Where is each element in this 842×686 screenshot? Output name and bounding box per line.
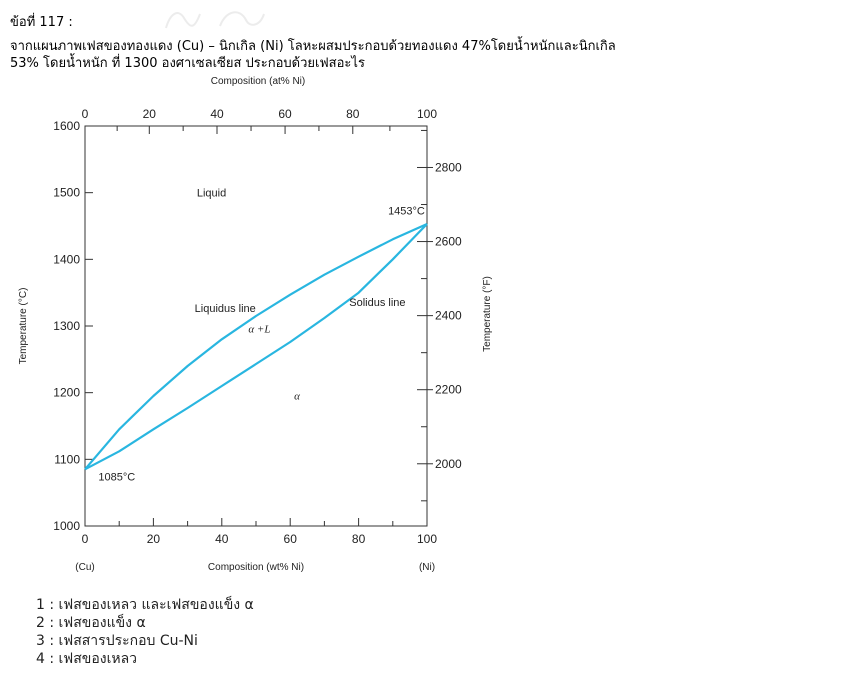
y-tick-label: 1600 [53, 119, 80, 133]
choice-1[interactable]: 1 : เฟสของเหลว และเฟสของแข็ง α [36, 597, 254, 613]
x-end-label-cu: (Cu) [75, 562, 94, 573]
alpha-region-label: α [294, 390, 300, 402]
liquid-region-label: Liquid [197, 188, 226, 200]
cu-ni-phase-diagram: 0 20 40 60 80 100 Composition (wt% Ni) (Cu) (Ni)… [18, 76, 493, 573]
x-tick-label: 20 [147, 532, 161, 546]
solidus-line-label: Solidus line [349, 297, 405, 309]
x-axis-title: Composition (wt% Ni) [208, 562, 304, 573]
ni-melting-point-label: 1453°C [388, 206, 425, 218]
top-tick-label: 0 [82, 107, 89, 121]
solidus-curve [84, 223, 428, 471]
watermark-graphic [165, 11, 265, 29]
question-number: ข้อที่ 117 : [10, 15, 73, 30]
question-line-1: จากแผนภาพเฟสของทองแดง (Cu) – นิกเกิล (Ni… [10, 39, 616, 54]
top-tick-label: 100 [417, 107, 437, 121]
choice-4[interactable]: 4 : เฟสของเหลว [36, 651, 138, 667]
x-tick-label: 80 [352, 532, 366, 546]
y-tick-label: 1100 [54, 452, 80, 466]
y-tick-label: 1400 [53, 252, 80, 266]
question-text: จากแผนภาพเฟสของทองแดง (Cu) – นิกเกิล (Ni… [10, 38, 830, 72]
right-tick-label: 2200 [435, 383, 462, 397]
right-tick-label: 2800 [435, 160, 462, 174]
y-tick-label: 1300 [53, 319, 80, 333]
question-line-2: 53% โดยน้ำหนัก ที่ 1300 องศาเซลเซียส ประ… [10, 56, 365, 71]
x-end-label-ni: (Ni) [419, 562, 435, 573]
y-tick-label: 1500 [53, 186, 80, 200]
y-tick-label: 1200 [53, 386, 80, 400]
x-tick-label: 40 [215, 532, 229, 546]
right-tick-label: 2400 [435, 309, 462, 323]
top-tick-label: 60 [278, 107, 292, 121]
top-tick-label: 20 [143, 107, 157, 121]
y-axis-title: Temperature (°C) [18, 288, 29, 365]
liquidus-curve [84, 222, 428, 471]
answer-choices: 1 : เฟสของเหลว และเฟสของแข็ง α 2 : เฟสขอ… [36, 596, 254, 668]
cu-melting-point-label: 1085°C [98, 472, 135, 484]
y-tick-label: 1000 [53, 519, 80, 533]
top-axis-title: Composition (at% Ni) [211, 76, 305, 87]
x-tick-label: 60 [284, 532, 298, 546]
top-tick-label: 80 [346, 107, 360, 121]
x-tick-label: 100 [417, 532, 437, 546]
top-tick-label: 40 [210, 107, 224, 121]
x-tick-label: 0 [82, 532, 89, 546]
right-axis-title: Temperature (°F) [482, 276, 493, 352]
choice-2[interactable]: 2 : เฟสของแข็ง α [36, 615, 146, 631]
right-tick-label: 2600 [435, 235, 462, 249]
liquidus-line-label: Liquidus line [195, 303, 256, 315]
choice-3[interactable]: 3 : เฟสสารประกอบ Cu-Ni [36, 633, 198, 649]
alpha-plus-liquid-label: α +L [248, 324, 270, 336]
right-tick-label: 2000 [435, 457, 462, 471]
